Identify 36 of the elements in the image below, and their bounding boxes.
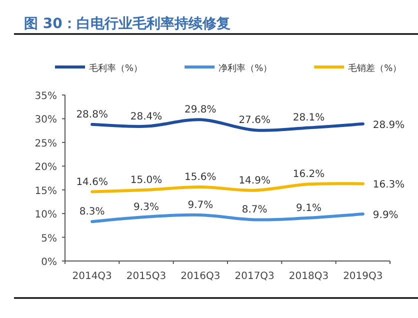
- y-tick-label: 20%: [34, 162, 57, 174]
- data-label: 9.1%: [296, 202, 322, 214]
- y-tick-label: 0%: [41, 257, 57, 268]
- x-tick-label: 2018Q3: [288, 271, 329, 282]
- x-tick-label: 2019Q3: [343, 271, 383, 282]
- data-label: 28.1%: [292, 112, 325, 124]
- data-label: 9.9%: [372, 210, 398, 222]
- data-label: 28.9%: [372, 120, 405, 131]
- legend-label: 毛销差（%）: [348, 63, 402, 74]
- data-label: 28.4%: [130, 111, 162, 122]
- y-tick-label: 5%: [41, 233, 57, 244]
- data-label: 29.8%: [184, 104, 216, 116]
- data-label: 16.3%: [372, 180, 405, 191]
- data-label: 9.7%: [188, 200, 214, 211]
- data-label: 14.9%: [238, 175, 270, 186]
- y-tick-label: 30%: [34, 114, 57, 126]
- data-label: 15.6%: [184, 172, 216, 184]
- x-tick-label: 2016Q3: [180, 271, 220, 282]
- y-tick-label: 25%: [34, 138, 57, 150]
- y-tick-label: 35%: [34, 91, 57, 102]
- data-label: 9.3%: [134, 202, 159, 213]
- x-tick-label: 2014Q3: [72, 271, 112, 282]
- data-label: 27.6%: [238, 115, 270, 126]
- data-label: 28.8%: [76, 109, 108, 120]
- legend-label: 净利率（%）: [218, 63, 272, 74]
- data-label: 15.0%: [130, 174, 162, 186]
- y-tick-label: 10%: [34, 210, 57, 221]
- chart-title: 图 30：白电行业毛利率持续修复: [24, 15, 230, 32]
- x-tick-label: 2015Q3: [126, 271, 166, 282]
- data-label: 14.6%: [76, 176, 108, 188]
- data-label: 8.3%: [79, 206, 105, 218]
- y-tick-label: 15%: [34, 186, 57, 197]
- data-label: 16.2%: [292, 169, 325, 180]
- legend-label: 毛利率（%）: [89, 63, 143, 74]
- data-label: 8.7%: [242, 204, 268, 216]
- x-tick-label: 2017Q3: [234, 271, 274, 282]
